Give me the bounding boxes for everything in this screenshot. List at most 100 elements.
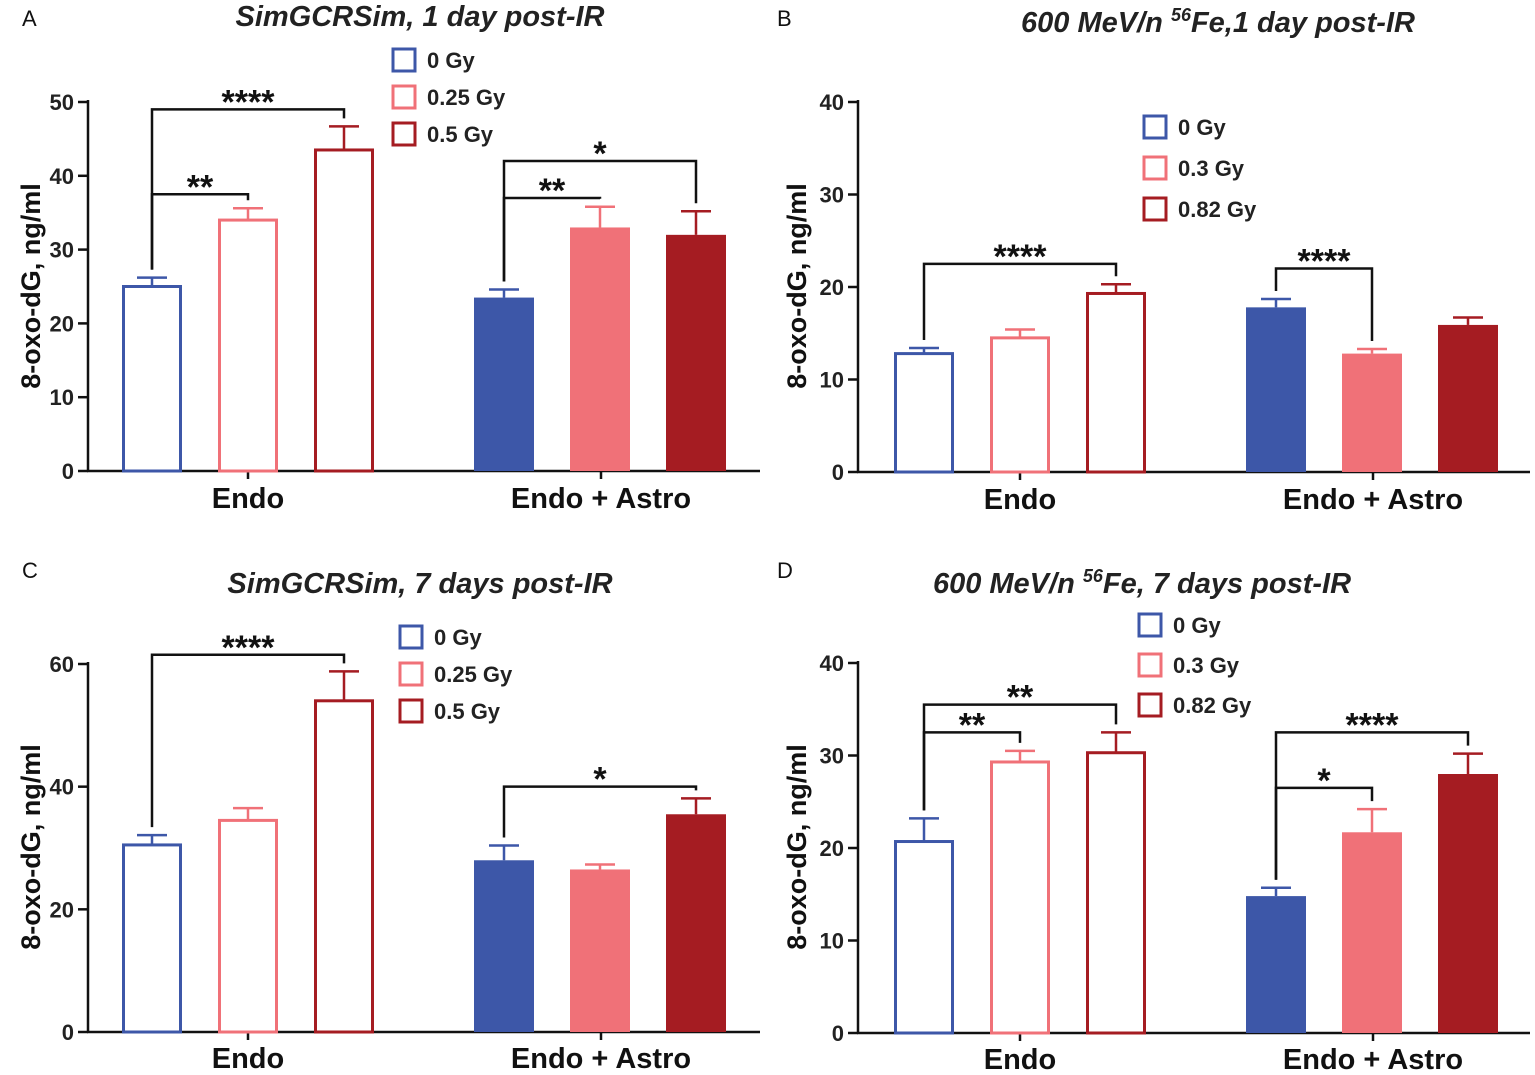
panel-b: B 600 MeV/n 56Fe,1 day post-IR 8-oxo-dG, n…	[777, 5, 1530, 516]
y-tick-label: 0	[832, 460, 844, 485]
legend-swatch	[1142, 114, 1168, 140]
legend-label: 0 Gy	[427, 48, 475, 73]
legend-swatch	[1137, 652, 1163, 678]
bar	[666, 814, 726, 1032]
y-tick-label: 0	[62, 459, 74, 484]
title-rest: Fe, 7 days post-IR	[1103, 568, 1351, 600]
y-tick-label: 20	[50, 311, 74, 336]
legend-swatch	[391, 47, 417, 73]
panel-d: D 600 MeV/n 56Fe, 7 days post-IR 8-oxo-dG,…	[777, 558, 1530, 1075]
significance-bracket	[150, 108, 346, 270]
bar	[314, 699, 374, 1034]
bar	[990, 760, 1050, 1035]
bar	[666, 234, 726, 471]
significance-bracket	[1274, 267, 1374, 341]
bar	[218, 218, 278, 473]
group-label: Endo	[212, 483, 285, 515]
y-tick-label: 20	[820, 836, 844, 861]
legend-swatch	[1142, 196, 1168, 222]
significance-bracket	[922, 262, 1118, 341]
y-axis-label: 8-oxo-dG, ng/ml	[782, 183, 812, 389]
legend: 0 Gy 0.25 Gy 0.5 Gy	[391, 47, 506, 147]
y-tick-label: 20	[820, 275, 844, 300]
bar	[1246, 307, 1306, 472]
title-main: 600 MeV/n	[933, 568, 1083, 600]
significance-bracket	[1274, 786, 1374, 880]
y-axis-label: 8-oxo-dG, ng/ml	[16, 744, 46, 950]
significance-label: ****	[222, 629, 276, 667]
group-label: Endo + Astro	[511, 483, 691, 515]
bar	[218, 818, 278, 1034]
chart-title: SimGCRSim, 7 days post-IR	[227, 568, 612, 600]
y-tick-label: 0	[62, 1020, 74, 1045]
bar	[1438, 324, 1498, 472]
significance-bracket	[502, 785, 698, 838]
significance-label: *	[593, 135, 607, 173]
y-tick-label: 40	[50, 775, 74, 800]
y-tick-label: 40	[820, 90, 844, 115]
legend-swatch	[391, 121, 417, 147]
group-label: Endo + Astro	[1283, 1044, 1463, 1075]
panel-letter: D	[777, 558, 793, 583]
legend: 0 Gy 0.25 Gy 0.5 Gy	[398, 624, 513, 724]
title-main: 600 MeV/n	[1021, 7, 1171, 39]
y-tick-label: 30	[820, 744, 844, 769]
bar	[314, 148, 374, 473]
title-superscript: 56	[1171, 5, 1192, 25]
significance-label: ****	[1346, 706, 1400, 744]
title-superscript: 56	[1083, 566, 1104, 586]
legend-label: 0.5 Gy	[427, 122, 494, 147]
significance-label: *	[1317, 762, 1331, 800]
y-tick-label: 30	[820, 183, 844, 208]
legend-swatch	[1137, 692, 1163, 718]
legend-label: 0 Gy	[1178, 115, 1226, 140]
legend-swatch	[398, 698, 424, 724]
significance-label: ****	[1298, 243, 1352, 281]
y-tick-label: 50	[50, 90, 74, 115]
group-label: Endo + Astro	[1283, 484, 1463, 516]
y-tick-label: 40	[50, 164, 74, 189]
legend: 0 Gy 0.3 Gy 0.82 Gy	[1142, 114, 1257, 222]
significance-bracket	[150, 193, 250, 270]
panel-letter: C	[22, 558, 38, 583]
bar	[894, 352, 954, 474]
y-axis-label: 8-oxo-dG, ng/ml	[782, 744, 812, 950]
y-tick-label: 30	[50, 238, 74, 263]
y-tick-label: 60	[50, 652, 74, 677]
significance-label: **	[1007, 679, 1034, 717]
chart-title: SimGCRSim, 1 day post-IR	[235, 1, 604, 33]
legend-label: 0.82 Gy	[1173, 693, 1252, 718]
legend-swatch	[1137, 612, 1163, 638]
bar	[122, 843, 182, 1034]
legend-label: 0 Gy	[1173, 613, 1221, 638]
bar	[1342, 832, 1402, 1033]
legend-swatch	[398, 624, 424, 650]
panel-c: C SimGCRSim, 7 days post-IR 8-oxo-dG, ng/m…	[16, 558, 760, 1075]
bar	[1086, 751, 1146, 1035]
bar	[1086, 291, 1146, 474]
significance-bracket	[922, 731, 1022, 811]
significance-bracket	[502, 196, 602, 282]
bar	[1246, 896, 1306, 1033]
panel-letter: B	[777, 6, 792, 31]
bar	[122, 285, 182, 473]
legend-label: 0.82 Gy	[1178, 197, 1257, 222]
legend-label: 0.25 Gy	[434, 662, 513, 687]
bar	[474, 860, 534, 1032]
significance-bracket	[150, 653, 346, 828]
group-label: Endo	[984, 1044, 1057, 1075]
panel-a: A SimGCRSim, 1 day post-IR 8-oxo-dG, ng/ml…	[16, 1, 760, 515]
legend-label: 0.3 Gy	[1173, 653, 1240, 678]
y-tick-label: 20	[50, 897, 74, 922]
y-tick-label: 0	[832, 1021, 844, 1046]
legend-label: 0 Gy	[434, 625, 482, 650]
legend-swatch	[391, 84, 417, 110]
legend-label: 0.5 Gy	[434, 699, 501, 724]
legend: 0 Gy 0.3 Gy 0.82 Gy	[1137, 612, 1252, 718]
y-tick-label: 10	[820, 929, 844, 954]
title-rest: Fe,1 day post-IR	[1191, 7, 1415, 39]
significance-label: ****	[994, 238, 1048, 276]
legend-swatch	[1142, 155, 1168, 181]
group-label: Endo	[984, 484, 1057, 516]
